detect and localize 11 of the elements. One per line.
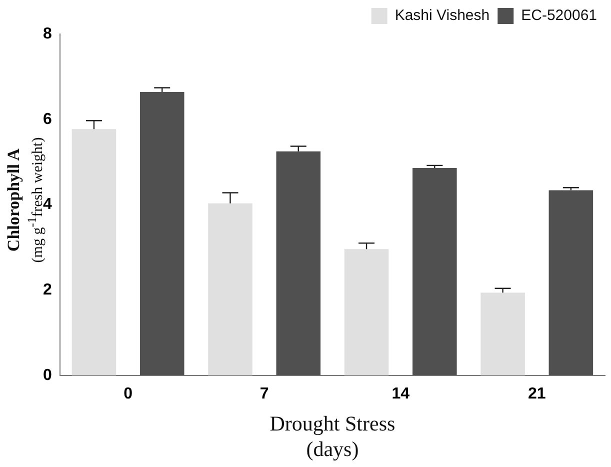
x-tick-label: 0 — [124, 385, 133, 402]
x-tick-label: 7 — [260, 385, 269, 402]
y-tick-label: 6 — [42, 110, 52, 128]
x-tick-label: 21 — [528, 385, 546, 402]
x-axis-title: Drought Stress (days) — [270, 412, 396, 461]
x-tick-label: 14 — [392, 385, 410, 402]
y-tick-label: 0 — [42, 366, 52, 384]
legend-label: EC-520061 — [521, 7, 598, 24]
legend-label: Kashi Vishesh — [394, 7, 490, 24]
y-tick-label: 8 — [42, 25, 52, 42]
y-tick-label: 2 — [42, 281, 52, 298]
